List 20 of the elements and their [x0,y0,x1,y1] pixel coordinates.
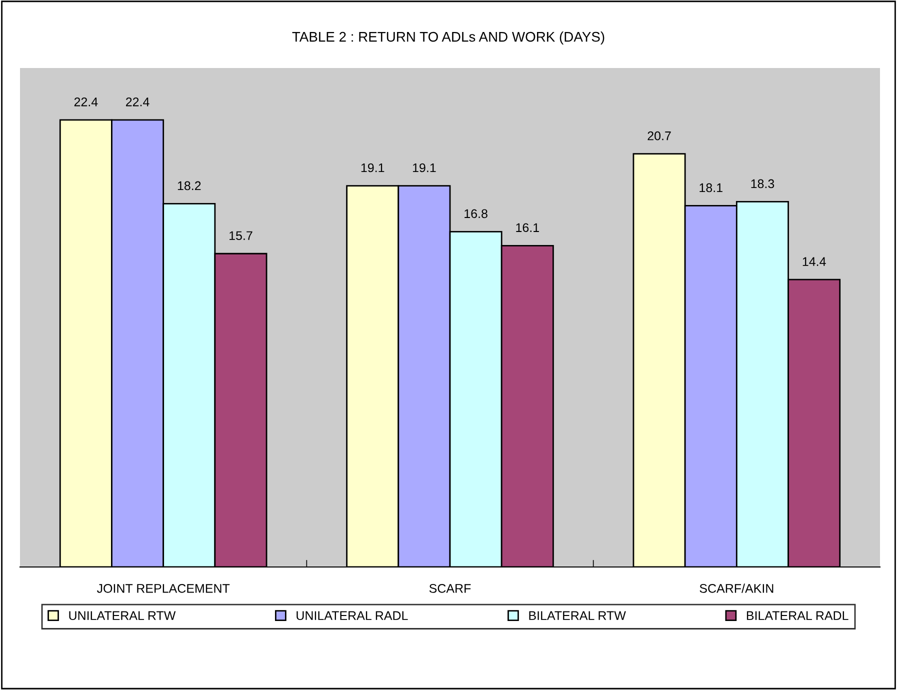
data-label: 18.2 [178,181,201,190]
data-label: 15.7 [230,231,252,240]
data-label: 22.4 [126,97,150,106]
legend-label: UNILATERAL RTW [69,611,176,620]
x-tick-label: SCARF [429,584,471,593]
data-label: 18.1 [700,183,722,192]
x-tick-label: JOINT REPLACEMENT [96,584,230,593]
chart-title: TABLE 2 : RETURN TO ADLs AND WORK (DAYS) [292,32,604,44]
data-label: 22.4 [74,97,98,106]
data-label: 16.8 [464,209,488,218]
legend-label: BILATERAL RTW [529,611,626,620]
data-label: 18.3 [751,179,774,188]
x-tick-label: SCARF/AKIN [700,584,774,593]
data-label: 14.4 [802,257,826,266]
data-label: 19.1 [412,163,436,172]
data-label: 20.7 [648,131,671,140]
legend-label: BILATERAL RADL [746,611,848,620]
legend-label: UNILATERAL RADL [296,611,408,620]
data-label: 16.1 [516,223,539,232]
data-label: 19.1 [361,163,384,172]
